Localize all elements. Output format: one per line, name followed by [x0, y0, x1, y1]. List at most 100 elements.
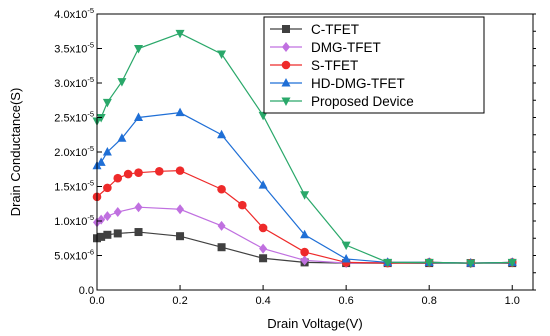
y-tick-label: 2.5x10-5: [54, 110, 94, 125]
legend-label: C-TFET: [311, 22, 359, 37]
legend-marker: [281, 60, 291, 70]
data-point-dmg-tfet: [113, 207, 122, 218]
data-point-c-tfet: [97, 232, 106, 241]
data-point-hd-dmg-tfet: [117, 133, 127, 142]
data-point-hd-dmg-tfet: [217, 129, 227, 139]
y-tick-exponent: -5: [87, 144, 94, 153]
data-point-hd-dmg-tfet: [96, 157, 106, 166]
data-point-proposed-device: [341, 241, 351, 251]
x-tick-label: 0.6: [338, 295, 353, 307]
y-tick-mantissa: 0.0: [79, 285, 94, 297]
data-point-c-tfet: [176, 232, 185, 241]
data-point-s-tfet: [113, 173, 123, 183]
data-point-proposed-device: [300, 191, 310, 200]
legend-item-s-tfet: S-TFET: [270, 58, 358, 73]
data-point-s-tfet: [154, 167, 164, 176]
data-point-dmg-tfet: [97, 214, 106, 225]
y-tick-label: 3.0x10-5: [54, 75, 94, 90]
legend-label: S-TFET: [311, 58, 358, 73]
y-tick-label: 4.0x10-5: [54, 6, 94, 21]
x-axis-title: Drain Voltage(V): [267, 316, 362, 331]
x-tick-label: 1.0: [505, 295, 520, 307]
y-tick-mantissa: 1.5x10: [54, 182, 87, 194]
y-tick-exponent: -5: [87, 213, 94, 222]
data-point-hd-dmg-tfet: [102, 147, 112, 156]
axes-layer: 0.0 0.2 0.4 0.6 0.8 1.00.05.0x10-61.0x10-51.5…: [54, 6, 536, 307]
legend: C-TFET DMG-TFET S-TFET HD-DMG-TFET Proposed …: [263, 16, 485, 114]
x-tick-label: 0.2: [172, 295, 187, 307]
y-tick-mantissa: 3.5x10: [54, 44, 87, 56]
data-point-s-tfet: [238, 200, 247, 210]
data-point-proposed-device: [102, 98, 112, 108]
data-point-proposed-device: [175, 29, 185, 39]
data-point-c-tfet: [134, 228, 143, 237]
series-layer: [92, 29, 517, 269]
y-tick-label: 1.5x10-5: [54, 179, 94, 194]
data-point-dmg-tfet: [176, 204, 185, 215]
y-axis-title: Drain Conductance(S): [8, 88, 23, 217]
data-point-proposed-device: [466, 259, 476, 269]
series-proposed-device: [92, 29, 517, 269]
x-tick-label: 0.8: [422, 295, 437, 307]
data-point-hd-dmg-tfet: [258, 180, 268, 189]
y-tick-mantissa: 2.5x10: [54, 113, 87, 125]
data-point-dmg-tfet: [300, 255, 309, 266]
y-tick-label: 0.0: [79, 285, 94, 297]
data-point-s-tfet: [258, 223, 268, 233]
y-tick-exponent: -5: [87, 110, 94, 119]
data-point-c-tfet: [103, 230, 112, 239]
y-tick-mantissa: 2.0x10: [54, 147, 87, 159]
y-tick-exponent: -5: [87, 6, 94, 15]
legend-item-c-tfet: C-TFET: [270, 22, 359, 37]
y-tick-exponent: -5: [87, 41, 94, 50]
y-tick-label: 5.0x10-6: [54, 248, 94, 263]
data-point-s-tfet: [175, 166, 185, 175]
y-tick-mantissa: 1.0x10: [54, 216, 87, 228]
data-point-hd-dmg-tfet: [134, 112, 144, 121]
data-point-s-tfet: [103, 183, 112, 193]
x-tick-label: 0.0: [89, 295, 104, 307]
legend-item-hd-dmg-tfet: HD-DMG-TFET: [270, 76, 405, 91]
data-point-proposed-device: [217, 50, 227, 60]
legend-item-proposed-device: Proposed Device: [270, 94, 414, 109]
data-point-dmg-tfet: [103, 211, 112, 222]
data-point-s-tfet: [300, 247, 309, 257]
legend-label: HD-DMG-TFET: [311, 76, 405, 91]
data-point-hd-dmg-tfet: [341, 253, 351, 263]
legend-label: Proposed Device: [311, 94, 414, 109]
data-point-proposed-device: [507, 258, 517, 268]
y-tick-mantissa: 3.0x10: [54, 78, 87, 90]
data-point-c-tfet: [217, 243, 226, 252]
legend-item-dmg-tfet: DMG-TFET: [270, 40, 381, 55]
data-point-s-tfet: [123, 169, 133, 179]
data-point-s-tfet: [217, 184, 226, 194]
y-tick-mantissa: 4.0x10: [54, 9, 87, 21]
y-tick-label: 1.0x10-5: [54, 213, 94, 228]
legend-marker: [282, 42, 290, 52]
y-tick-exponent: -6: [87, 248, 94, 257]
y-tick-label: 3.5x10-5: [54, 41, 94, 56]
data-point-c-tfet: [259, 254, 268, 263]
legend-label: DMG-TFET: [311, 40, 381, 55]
data-point-dmg-tfet: [217, 220, 226, 231]
data-point-proposed-device: [383, 258, 393, 268]
y-tick-mantissa: 5.0x10: [54, 251, 87, 263]
legend-marker: [281, 78, 291, 87]
y-tick-exponent: -5: [87, 179, 94, 188]
legend-marker: [281, 97, 291, 106]
y-tick-label: 2.0x10-5: [54, 144, 94, 159]
y-tick-exponent: -5: [87, 75, 94, 84]
data-point-proposed-device: [424, 258, 434, 268]
data-point-hd-dmg-tfet: [300, 229, 310, 239]
legend-marker: [282, 25, 290, 33]
data-point-dmg-tfet: [134, 202, 143, 213]
data-point-s-tfet: [134, 168, 143, 177]
data-point-proposed-device: [96, 114, 106, 123]
data-point-dmg-tfet: [259, 243, 268, 254]
data-point-proposed-device: [134, 45, 144, 54]
data-point-proposed-device: [117, 78, 127, 87]
data-point-c-tfet: [113, 229, 122, 238]
data-point-hd-dmg-tfet: [175, 107, 185, 117]
data-point-proposed-device: [258, 111, 268, 121]
